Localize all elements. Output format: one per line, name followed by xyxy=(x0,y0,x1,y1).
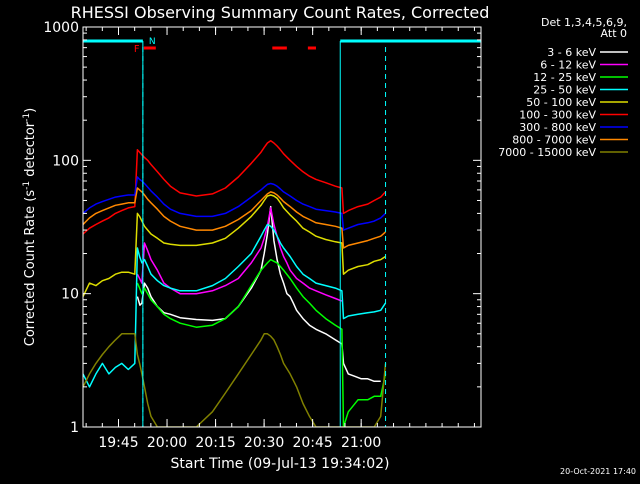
series-line-8 xyxy=(83,187,386,249)
x-tick-label-5: 20:45 xyxy=(292,435,332,451)
series-line-3 xyxy=(136,258,387,427)
legend-label-8: 800 - 7000 keV xyxy=(512,134,596,147)
night-flag-label: N xyxy=(149,37,156,47)
y-tick-label-3: 100 xyxy=(52,153,79,169)
x-tick-label-3: 20:15 xyxy=(195,435,235,451)
x-axis-label: Start Time (09-Jul-13 19:34:02) xyxy=(170,456,389,472)
legend-header-line-2: Att 0 xyxy=(601,27,627,40)
chart-title: RHESSI Observing Summary Count Rates, Co… xyxy=(71,3,490,22)
legend-label-1: 3 - 6 keV xyxy=(547,46,596,59)
x-axis: 19:45 20:00 20:15 20:30 20:45 21:00 xyxy=(85,27,475,451)
legend-label-3: 12 - 25 keV xyxy=(533,71,596,84)
x-tick-label-2: 20:00 xyxy=(147,435,187,451)
y-tick-label-2: 10 xyxy=(61,287,79,303)
plot-series-group xyxy=(83,140,387,427)
y-axis-label: Corrected Count Rate (s-1 detector-1) xyxy=(22,108,38,346)
x-tick-label-4: 20:30 xyxy=(244,435,284,451)
legend-label-5: 50 - 100 keV xyxy=(526,96,596,109)
y-tick-label-1: 1 xyxy=(70,420,79,436)
y-axis: 1 10 100 1000 xyxy=(43,20,481,436)
series-line-2 xyxy=(136,207,343,302)
legend-label-6: 100 - 300 keV xyxy=(519,109,596,122)
series-line-4 xyxy=(83,223,387,388)
series-line-9 xyxy=(83,333,387,427)
plot-frame xyxy=(82,26,482,428)
flare-flag-label: F xyxy=(134,44,140,55)
y-tick-label-4: 1000 xyxy=(43,20,79,36)
footer-date: 20-Oct-2021 17:40 xyxy=(560,467,636,476)
series-line-7 xyxy=(83,176,387,231)
legend-label-2: 6 - 12 keV xyxy=(540,59,596,72)
legend-label-9: 7000 - 15000 keV xyxy=(498,146,596,159)
series-line-6 xyxy=(83,140,387,235)
legend-header-line-1: Det 1,3,4,5,6,9, xyxy=(541,16,627,29)
legend-label-7: 300 - 800 keV xyxy=(519,121,596,134)
x-tick-label-6: 21:00 xyxy=(341,435,381,451)
x-tick-label-1: 19:45 xyxy=(98,435,138,451)
legend-label-4: 25 - 50 keV xyxy=(533,84,596,97)
series-line-5 xyxy=(83,194,386,297)
plot-flags-group: FN xyxy=(83,37,481,427)
